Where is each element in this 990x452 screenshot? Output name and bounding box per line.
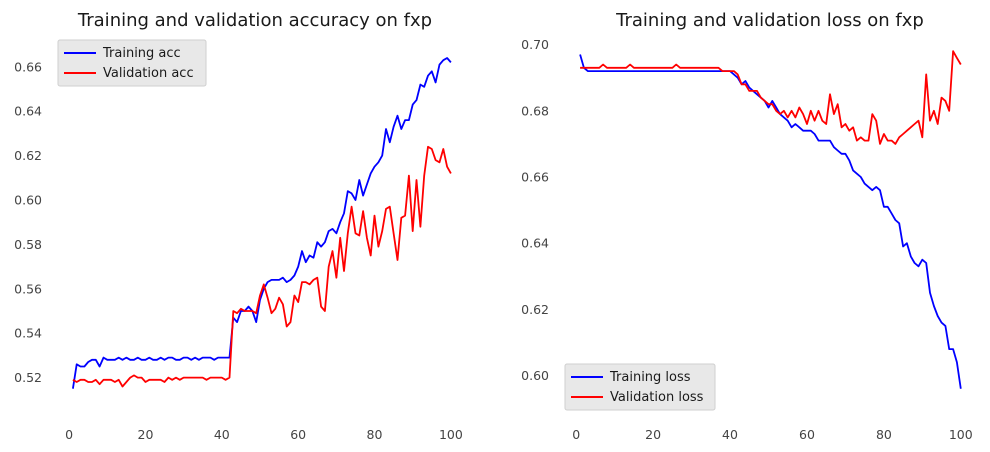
accuracy-y-tick-label: 0.56: [14, 281, 42, 296]
loss-x-tick-label: 60: [799, 427, 815, 442]
accuracy-y-tick-label: 0.66: [14, 59, 42, 74]
loss-x-tick-label: 40: [722, 427, 738, 442]
legend-label-validation-loss: Validation loss: [610, 390, 704, 405]
accuracy-series-group: [72, 57, 452, 389]
accuracy-x-axis: 0 20 40 60 80 100: [65, 427, 463, 442]
loss-series-group: [579, 50, 962, 389]
loss-x-tick-label: 100: [949, 427, 973, 442]
accuracy-legend-box: [57, 39, 207, 87]
accuracy-y-tick-label: 0.52: [14, 370, 42, 385]
loss-y-tick-label: 0.62: [521, 302, 549, 317]
loss-y-tick-label: 0.60: [521, 368, 549, 383]
accuracy-y-axis: 0.52 0.54 0.56 0.58 0.60 0.62 0.64 0.66: [14, 59, 42, 385]
legend-label-validation-acc: Validation acc: [103, 66, 194, 81]
loss-x-tick-label: 80: [876, 427, 892, 442]
loss-x-tick-label: 20: [645, 427, 661, 442]
loss-y-tick-label: 0.64: [521, 236, 549, 251]
loss-y-tick-label: 0.68: [521, 103, 549, 118]
legend-label-training-acc: Training acc: [102, 46, 181, 61]
accuracy-legend: Training acc Validation acc: [57, 39, 207, 87]
accuracy-x-tick-label: 40: [214, 427, 230, 442]
accuracy-y-tick-label: 0.62: [14, 148, 42, 163]
accuracy-y-tick-label: 0.54: [14, 326, 42, 341]
accuracy-chart-title: Training and validation accuracy on fxp: [77, 10, 432, 31]
loss-series-line-validation: [580, 50, 962, 145]
loss-x-tick-label: 0: [572, 427, 580, 442]
accuracy-chart: Training and validation accuracy on fxp …: [14, 10, 463, 442]
accuracy-x-tick-label: 100: [439, 427, 463, 442]
loss-y-tick-label: 0.70: [521, 37, 549, 52]
accuracy-x-tick-label: 20: [138, 427, 154, 442]
accuracy-y-tick-label: 0.60: [14, 193, 42, 208]
legend-label-training-loss: Training loss: [609, 370, 691, 385]
loss-legend: Training loss Validation loss: [564, 363, 716, 411]
accuracy-series-line-validation: [72, 145, 452, 388]
loss-chart-title: Training and validation loss on fxp: [615, 10, 924, 31]
loss-legend-box: [564, 363, 716, 411]
loss-y-axis: 0.60 0.62 0.64 0.66 0.68 0.70: [521, 37, 549, 383]
loss-y-tick-label: 0.66: [521, 170, 549, 185]
accuracy-x-tick-label: 60: [290, 427, 306, 442]
accuracy-x-tick-label: 80: [367, 427, 383, 442]
accuracy-x-tick-label: 0: [65, 427, 73, 442]
accuracy-y-tick-label: 0.58: [14, 237, 42, 252]
accuracy-y-tick-label: 0.64: [14, 104, 42, 119]
accuracy-series-line-training: [72, 57, 452, 389]
loss-x-axis: 0 20 40 60 80 100: [572, 427, 973, 442]
loss-chart: Training and validation loss on fxp 0 20 4…: [521, 10, 973, 442]
